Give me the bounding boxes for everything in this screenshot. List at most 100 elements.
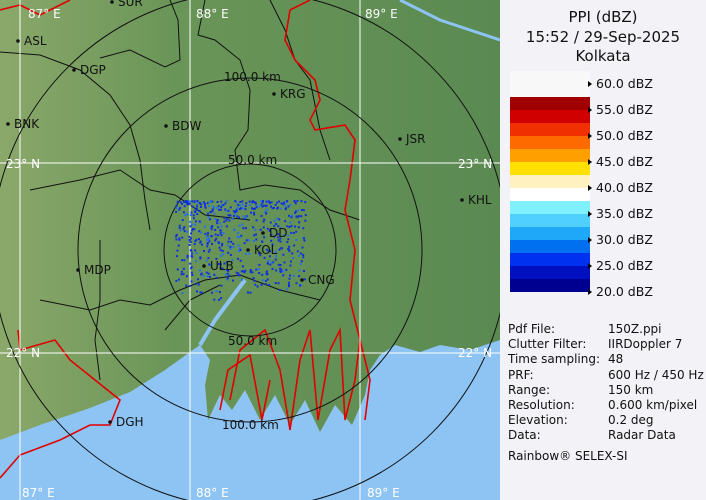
echo-pixel xyxy=(206,235,209,238)
echo-pixel xyxy=(191,205,194,208)
echo-pixel xyxy=(200,272,203,275)
echo-pixel xyxy=(275,269,278,272)
echo-pixel xyxy=(193,243,196,246)
echo-pixel xyxy=(221,243,224,245)
echo-pixel xyxy=(252,211,255,214)
echo-pixel xyxy=(265,270,268,273)
echo-pixel xyxy=(188,243,191,246)
echo-pixel xyxy=(211,291,214,294)
echo-pixel xyxy=(197,283,200,286)
city-dot xyxy=(261,231,265,235)
echo-pixel xyxy=(275,223,278,225)
echo-pixel xyxy=(265,248,268,251)
echo-pixel xyxy=(208,240,211,243)
city-label: SUR xyxy=(118,0,143,9)
lon-label-top-89: 89° E xyxy=(365,7,398,21)
echo-pixel xyxy=(213,206,216,209)
echo-pixel xyxy=(204,205,207,208)
lat-label-22-right: 22° N xyxy=(458,346,492,360)
city-label: BNK xyxy=(14,117,40,131)
city-dot xyxy=(6,122,10,126)
info-value: Radar Data xyxy=(608,428,676,443)
echo-pixel xyxy=(238,224,241,227)
echo-pixel xyxy=(213,298,216,301)
echo-pixel xyxy=(219,229,222,232)
echo-pixel xyxy=(207,232,209,235)
echo-pixel xyxy=(268,202,271,205)
info-label: Resolution: xyxy=(508,398,575,412)
echo-pixel xyxy=(196,201,199,204)
echo-pixel xyxy=(198,238,200,241)
echo-pixel xyxy=(178,224,181,227)
echo-pixel xyxy=(292,232,295,234)
echo-pixel xyxy=(208,263,211,266)
lon-label-bottom-89: 89° E xyxy=(367,486,400,500)
echo-pixel xyxy=(193,228,196,231)
echo-pixel xyxy=(297,215,300,218)
radar-map[interactable]: 87° E 88° E 89° E 87° E 88° E 89° E 23° … xyxy=(0,0,500,500)
echo-pixel xyxy=(202,201,205,204)
echo-pixel xyxy=(293,200,296,202)
echo-pixel xyxy=(235,201,238,204)
echo-pixel xyxy=(299,284,301,287)
echo-pixel xyxy=(220,297,223,300)
echo-pixel xyxy=(224,208,227,211)
echo-pixel xyxy=(300,200,303,203)
echo-pixel xyxy=(232,245,235,248)
echo-pixel xyxy=(293,244,296,247)
echo-pixel xyxy=(247,239,250,242)
echo-pixel xyxy=(264,279,267,282)
echo-pixel xyxy=(229,206,232,209)
echo-pixel xyxy=(300,215,303,218)
echo-pixel xyxy=(204,206,207,209)
echo-pixel xyxy=(299,262,302,265)
echo-pixel xyxy=(229,246,232,248)
river-north xyxy=(399,0,500,42)
info-row: Elevation: 0.2 deg xyxy=(508,413,654,427)
echo-pixel xyxy=(181,270,183,273)
echo-pixel xyxy=(297,209,300,212)
echo-pixel xyxy=(279,270,282,273)
echo-pixel xyxy=(290,216,293,219)
echo-pixel xyxy=(226,278,229,281)
echo-pixel xyxy=(181,292,184,295)
info-row: PRF: 600 Hz / 450 Hz xyxy=(508,367,704,382)
echo-pixel xyxy=(185,200,188,202)
echo-pixel xyxy=(194,240,197,243)
info-label: Clutter Filter: xyxy=(508,337,587,352)
echo-pixel xyxy=(189,262,192,265)
echo-pixel xyxy=(242,227,245,230)
echo-pixel xyxy=(269,263,272,266)
echo-pixel xyxy=(303,237,305,240)
echo-pixel xyxy=(232,242,235,245)
legend-label: 35.0 dBZ xyxy=(588,206,653,221)
echo-pixel xyxy=(245,215,248,218)
info-row: Clutter Filter: IIRDoppler 7 xyxy=(508,337,682,352)
echo-pixel xyxy=(206,241,209,244)
info-row: Data: Radar Data xyxy=(508,428,676,442)
echo-pixel xyxy=(227,244,230,247)
info-label: PRF: xyxy=(508,367,534,382)
echo-pixel xyxy=(286,225,289,228)
echo-pixel xyxy=(192,214,195,217)
echo-pixel xyxy=(288,245,291,248)
echo-pixel xyxy=(250,211,252,214)
info-label: Time sampling: xyxy=(508,352,601,367)
echo-pixel xyxy=(302,209,305,212)
echo-pixel xyxy=(225,209,228,212)
echo-pixel xyxy=(228,219,231,222)
echo-pixel xyxy=(216,201,219,203)
echo-pixel xyxy=(238,204,241,207)
echo-pixel xyxy=(198,220,201,223)
info-value: IIRDoppler 7 xyxy=(608,337,683,352)
echo-pixel xyxy=(175,207,178,210)
echo-pixel xyxy=(237,244,240,247)
echo-pixel xyxy=(225,219,228,222)
echo-pixel xyxy=(263,236,266,239)
echo-pixel xyxy=(258,205,261,208)
echo-pixel xyxy=(185,284,188,287)
echo-pixel xyxy=(189,214,192,216)
echo-pixel xyxy=(295,210,297,213)
lat-label-23-left: 23° N xyxy=(6,157,40,171)
echo-pixel xyxy=(302,256,305,259)
